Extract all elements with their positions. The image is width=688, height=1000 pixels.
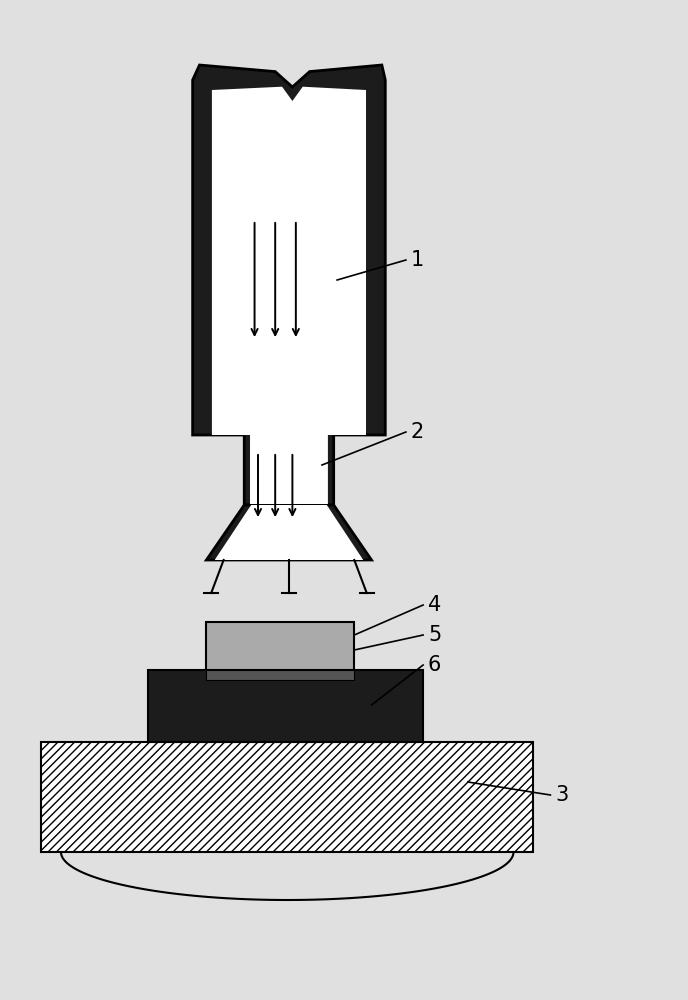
Bar xyxy=(206,622,354,670)
Text: 6: 6 xyxy=(428,655,441,675)
Bar xyxy=(41,742,533,852)
Bar xyxy=(148,670,423,742)
Polygon shape xyxy=(212,87,366,504)
Text: 4: 4 xyxy=(428,595,441,615)
Bar xyxy=(206,670,354,680)
Polygon shape xyxy=(215,505,363,560)
Text: 3: 3 xyxy=(555,785,568,805)
Text: 2: 2 xyxy=(411,422,424,442)
Text: 1: 1 xyxy=(411,250,424,270)
Polygon shape xyxy=(206,505,372,560)
Text: 5: 5 xyxy=(428,625,441,645)
Polygon shape xyxy=(193,65,385,505)
